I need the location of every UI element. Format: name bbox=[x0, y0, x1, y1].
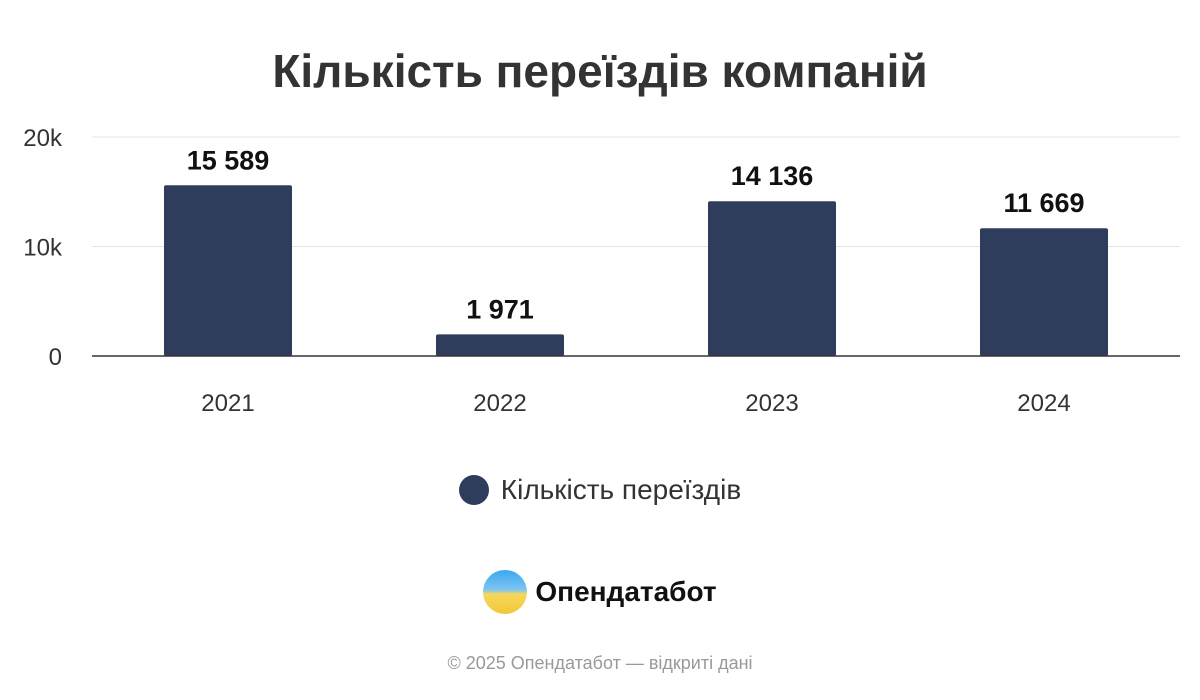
data-label: 15 589 bbox=[187, 145, 270, 175]
legend-marker bbox=[458, 475, 489, 505]
data-label: 11 669 bbox=[1003, 188, 1084, 218]
bar bbox=[164, 185, 292, 356]
x-tick-label: 2021 bbox=[201, 390, 254, 417]
bar bbox=[980, 228, 1108, 356]
x-tick-label: 2022 bbox=[473, 390, 526, 417]
x-tick-label: 2024 bbox=[1017, 390, 1070, 417]
logo-text: Опендатабот bbox=[535, 576, 717, 607]
bar-chart: 0 10k 20k 15 589 2021 1 971 2022 14 136 2023 11 6… bbox=[23, 125, 1180, 417]
logo: Опендатабот bbox=[0, 570, 1200, 614]
bar bbox=[436, 334, 564, 356]
data-label: 1 971 bbox=[466, 294, 534, 324]
bar bbox=[708, 201, 836, 356]
legend: Кількість переїздів bbox=[0, 474, 1200, 506]
footer-copyright: © 2025 Опендатабот — відкриті дані bbox=[447, 653, 753, 673]
chart-title: Кількість переїздів компаній bbox=[272, 45, 928, 97]
data-label: 14 136 bbox=[731, 161, 814, 191]
logo-icon bbox=[483, 570, 528, 614]
legend-label: Кількість переїздів bbox=[500, 474, 742, 505]
x-tick-label: 2023 bbox=[745, 390, 798, 417]
y-tick-label: 10k bbox=[23, 235, 63, 262]
y-tick-label: 0 bbox=[49, 344, 62, 371]
y-tick-label: 20k bbox=[23, 125, 63, 152]
